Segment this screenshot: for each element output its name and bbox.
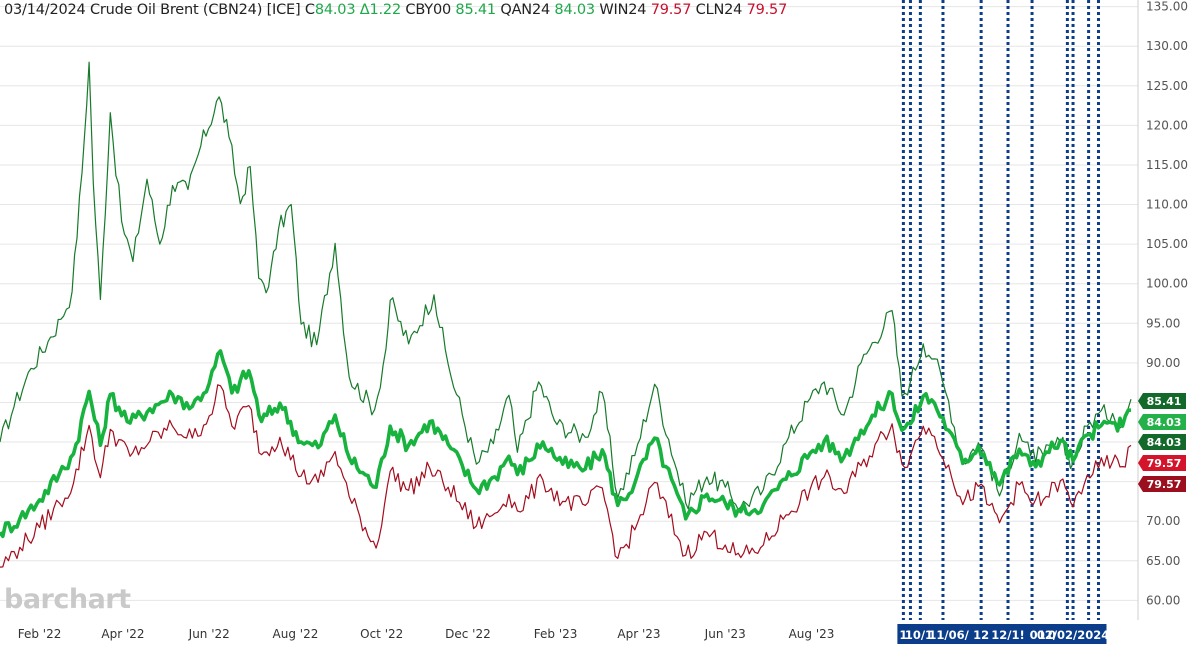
event-label: 11/06/ — [928, 628, 969, 642]
header-date: 03/14/2024 — [4, 2, 86, 18]
header-name: Crude Oil Brent (CBN24) [ICE] — [90, 2, 301, 18]
price-tag-shape — [1138, 393, 1186, 409]
y-tick-label: 130.00 — [1146, 39, 1188, 53]
price-tag: 84.03 — [1138, 414, 1186, 430]
grid-lines — [0, 6, 1138, 601]
series-line-win24 — [0, 384, 1132, 568]
x-tick-label: Dec '22 — [445, 627, 491, 641]
y-tick-label: 105.00 — [1146, 237, 1188, 251]
price-tag-label: 79.57 — [1147, 478, 1182, 491]
price-tag-shape — [1138, 434, 1186, 450]
y-tick-label: 95.00 — [1146, 316, 1180, 330]
series-group — [0, 61, 1132, 568]
header-prefix: C — [304, 2, 315, 18]
chart-header: 03/14/2024 Crude Oil Brent (CBN24) [ICE]… — [4, 2, 787, 18]
y-tick-label: 120.00 — [1146, 118, 1188, 132]
event-label: 12/1! — [991, 628, 1024, 642]
y-tick-label: 125.00 — [1146, 79, 1188, 93]
price-tag-label: 84.03 — [1147, 416, 1182, 429]
header-item-qan24-value: 84.03 — [554, 2, 595, 18]
x-tick-label: Jun '22 — [188, 627, 230, 641]
event-label: 02/02/2024 — [1037, 628, 1109, 642]
x-axis-ticks: Feb '22 Apr '22 Jun '22 Aug '22 Oct '22 Dec '… — [18, 627, 835, 641]
header-item-cby00-value: 85.41 — [455, 2, 496, 18]
x-tick-label: Feb '23 — [534, 627, 578, 641]
series-line-cby00 — [0, 61, 1132, 511]
x-tick-label: Feb '22 — [18, 627, 62, 641]
y-tick-label: 115.00 — [1146, 158, 1188, 172]
price-tag: 79.57 — [1138, 455, 1186, 471]
event-label: 0 — [1048, 628, 1056, 642]
price-tag-label: 79.57 — [1147, 457, 1182, 470]
price-tag: 79.57 — [1138, 476, 1186, 492]
header-item-cln24-value: 79.57 — [746, 2, 788, 18]
x-tick-label: Apr '22 — [101, 627, 144, 641]
x-tick-label: Aug '22 — [273, 627, 319, 641]
event-label: 01 — [1030, 628, 1046, 642]
x-tick-label: Aug '23 — [789, 627, 835, 641]
event-label: 1 — [899, 628, 907, 642]
header-last: 84.03 — [314, 2, 356, 18]
header-item-cln24-symbol: CLN24 — [695, 2, 743, 18]
header-item-cby00-symbol: CBY00 — [405, 2, 451, 18]
event-label: 12 — [973, 628, 989, 642]
event-label-bar — [897, 624, 1107, 644]
x-tick-label: Oct '22 — [360, 627, 403, 641]
header-item-win24-symbol: WIN24 — [599, 2, 647, 18]
price-tag-shape — [1138, 414, 1186, 430]
price-tag-shape — [1138, 455, 1186, 471]
y-tick-label: 70.00 — [1146, 514, 1180, 528]
price-tag: 84.03 — [1138, 434, 1186, 450]
x-tick-label: Apr '23 — [617, 627, 660, 641]
y-tick-label: 110.00 — [1146, 198, 1188, 212]
header-item-qan24-symbol: QAN24 — [500, 2, 550, 18]
event-labels: 110/111/06/12 12/1! 01 002/02/2024 — [897, 624, 1109, 644]
x-tick-label: Jun '23 — [704, 627, 746, 641]
barchart-logo: barchart — [4, 584, 131, 615]
y-tick-label: 100.00 — [1146, 277, 1188, 291]
header-change: Δ1.22 — [359, 2, 401, 18]
price-tag-label: 84.03 — [1147, 436, 1182, 449]
y-tick-label: 90.00 — [1146, 356, 1180, 370]
y-tick-label: 135.00 — [1146, 0, 1188, 14]
event-label: 10/1 — [905, 628, 933, 642]
price-tags: 85.41 84.03 84.03 79.57 79.57 — [1138, 393, 1186, 492]
event-lines — [901, 0, 1100, 620]
price-tag: 85.41 — [1138, 393, 1186, 409]
series-line-qan24 — [0, 349, 1132, 539]
y-tick-label: 60.00 — [1146, 593, 1180, 607]
price-tag-label: 85.41 — [1147, 395, 1182, 408]
header-item-win24-value: 79.57 — [650, 2, 692, 18]
y-axis-ticks: 135.00 130.00 125.00 120.00 115.00 110.00 105.… — [1146, 0, 1188, 607]
y-tick-label: 65.00 — [1146, 554, 1180, 568]
price-tag-shape — [1138, 476, 1186, 492]
